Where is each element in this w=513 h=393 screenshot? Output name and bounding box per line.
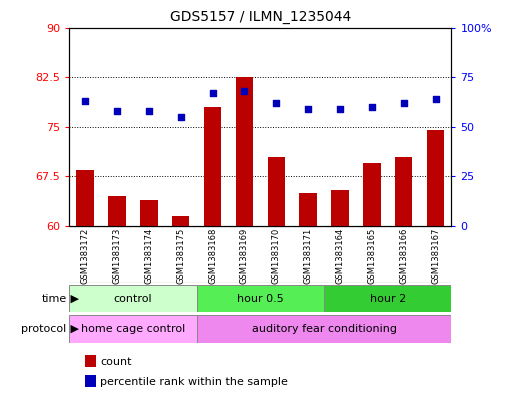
Text: ▶: ▶ bbox=[67, 324, 78, 334]
Bar bbox=[172, 216, 189, 226]
Point bbox=[81, 98, 89, 104]
Text: GSM1383171: GSM1383171 bbox=[304, 228, 312, 284]
Text: GSM1383167: GSM1383167 bbox=[431, 228, 440, 284]
Text: ▶: ▶ bbox=[67, 294, 78, 304]
Point bbox=[240, 88, 248, 94]
Point bbox=[208, 90, 216, 96]
Point bbox=[176, 114, 185, 120]
Text: GSM1383173: GSM1383173 bbox=[112, 228, 122, 284]
Bar bbox=[235, 77, 253, 226]
Point bbox=[431, 96, 440, 102]
Bar bbox=[204, 107, 221, 226]
Bar bbox=[69, 285, 196, 312]
Text: protocol: protocol bbox=[22, 324, 67, 334]
Text: GSM1383172: GSM1383172 bbox=[81, 228, 90, 284]
Text: GSM1383164: GSM1383164 bbox=[336, 228, 344, 284]
Bar bbox=[196, 285, 324, 312]
Text: GSM1383168: GSM1383168 bbox=[208, 228, 217, 284]
Point bbox=[304, 106, 312, 112]
Text: hour 0.5: hour 0.5 bbox=[237, 294, 284, 304]
Text: time: time bbox=[42, 294, 67, 304]
Bar bbox=[69, 315, 196, 343]
Text: auditory fear conditioning: auditory fear conditioning bbox=[251, 324, 397, 334]
Bar bbox=[324, 285, 451, 312]
Point bbox=[145, 108, 153, 114]
Point bbox=[272, 100, 281, 106]
Bar bbox=[331, 189, 349, 226]
Text: GSM1383174: GSM1383174 bbox=[144, 228, 153, 284]
Text: GSM1383170: GSM1383170 bbox=[272, 228, 281, 284]
Bar bbox=[363, 163, 381, 226]
Point bbox=[400, 100, 408, 106]
Bar bbox=[76, 170, 94, 226]
Point bbox=[336, 106, 344, 112]
Bar bbox=[300, 193, 317, 226]
Bar bbox=[427, 130, 444, 226]
Point bbox=[113, 108, 121, 114]
Bar bbox=[267, 156, 285, 226]
Text: GSM1383166: GSM1383166 bbox=[399, 228, 408, 284]
Text: GSM1383175: GSM1383175 bbox=[176, 228, 185, 284]
Bar bbox=[395, 156, 412, 226]
Text: control: control bbox=[114, 294, 152, 304]
Text: home cage control: home cage control bbox=[81, 324, 185, 334]
Point bbox=[368, 104, 376, 110]
Bar bbox=[196, 315, 451, 343]
Text: count: count bbox=[100, 357, 131, 367]
Title: GDS5157 / ILMN_1235044: GDS5157 / ILMN_1235044 bbox=[170, 10, 351, 24]
Bar bbox=[140, 200, 157, 226]
Text: GSM1383165: GSM1383165 bbox=[367, 228, 377, 284]
Text: GSM1383169: GSM1383169 bbox=[240, 228, 249, 284]
Text: hour 2: hour 2 bbox=[370, 294, 406, 304]
Text: percentile rank within the sample: percentile rank within the sample bbox=[100, 377, 288, 387]
Bar bbox=[108, 196, 126, 226]
